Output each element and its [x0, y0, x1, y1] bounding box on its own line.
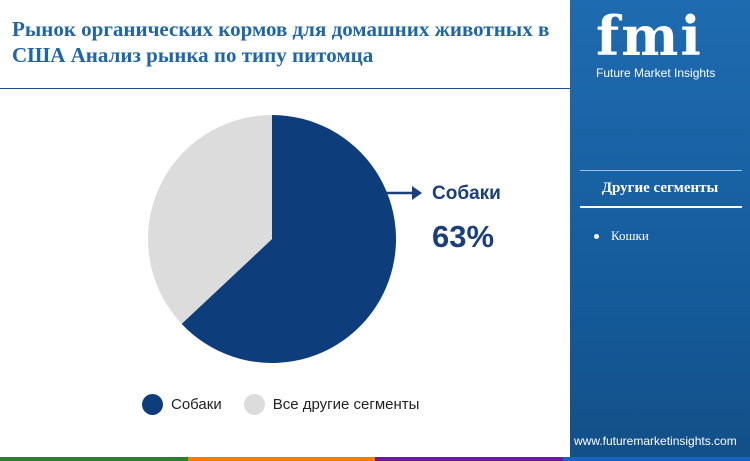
legend-swatch-other — [243, 394, 265, 415]
fmi-logo: fmi Future Market Insights — [592, 6, 732, 84]
pie-chart — [147, 115, 397, 363]
bottom-color-bar — [0, 457, 750, 461]
pie-slice-dogs — [181, 115, 397, 363]
callout-value: 63% — [432, 219, 495, 254]
chart-title: Рынок органических кормов для домашних ж… — [12, 17, 550, 67]
legend-swatch-dogs — [142, 394, 163, 415]
bullet-icon — [594, 233, 599, 239]
callout-arrow-icon — [384, 186, 422, 200]
pie-slice-other — [147, 115, 272, 324]
bottom-bar-segment — [0, 457, 188, 461]
segment-item: Кошки — [594, 228, 649, 244]
panel-divider-top — [580, 170, 742, 171]
logo-brand-name: Future Market Insights — [596, 66, 716, 80]
bottom-bar-segment — [187, 457, 375, 461]
side-panel: fmi Future Market Insights Другие сегмен… — [570, 0, 750, 461]
chart-legend: Собаки Все другие сегменты — [142, 394, 441, 415]
panel-heading: Другие сегменты — [601, 180, 719, 196]
callout-label: Собаки — [432, 183, 501, 204]
bottom-bar-segment — [562, 457, 750, 461]
legend-item-dogs: Собаки — [142, 394, 222, 415]
bottom-bar-segment — [375, 457, 563, 461]
segment-item-label: Кошки — [611, 228, 649, 243]
legend-item-other: Все другие сегменты — [243, 394, 420, 415]
legend-label-dogs: Собаки — [171, 396, 222, 413]
panel-divider-bottom — [580, 206, 742, 208]
website-link[interactable]: www.futuremarketinsights.com — [574, 434, 737, 448]
title-divider — [0, 88, 570, 89]
logo-letters: fmi — [596, 4, 703, 68]
legend-label-other: Все другие сегменты — [272, 396, 420, 413]
segment-list: Кошки — [594, 228, 649, 244]
